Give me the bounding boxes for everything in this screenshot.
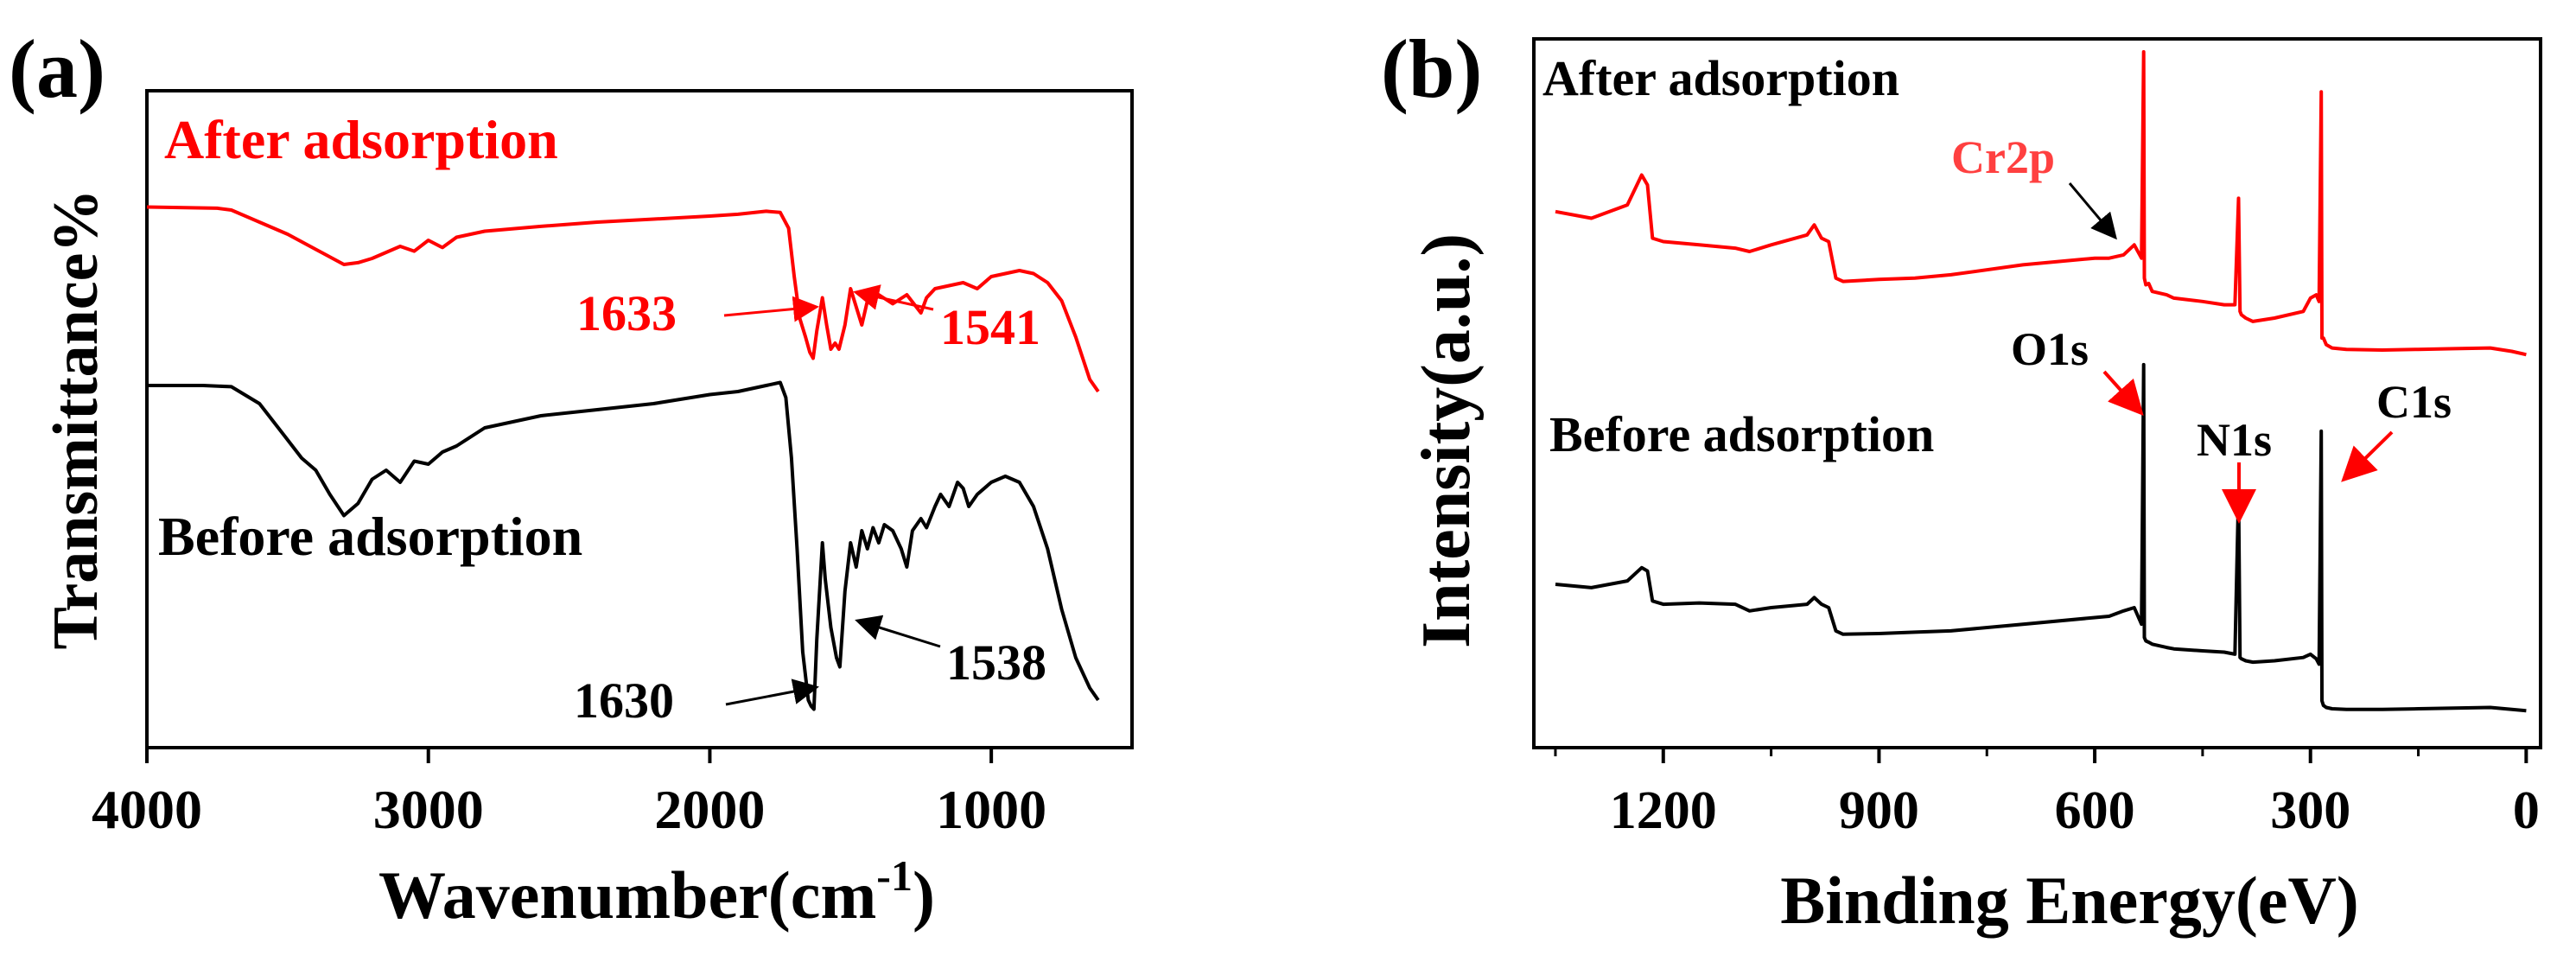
panel-b-x-axis-label: Binding Energy(eV)	[1780, 863, 2359, 938]
panel-a: 4000 3000 2000 1000 (a) Transmittance% Wave…	[9, 22, 1134, 933]
panel-b-legend-after: After adsorption	[1542, 50, 1899, 106]
panel-a-x-tick-label: 2000	[654, 779, 765, 840]
panel-b-arrow-c1s	[2341, 430, 2394, 482]
panel-b-label-cr2p: Cr2p	[1951, 131, 2055, 183]
panel-b-label-n1s: N1s	[2197, 414, 2272, 466]
panel-b-series-before-adsorption	[1555, 362, 2527, 713]
panel-b-arrow-o1s	[2102, 370, 2144, 416]
panel-b-arrow-cr2p	[2068, 182, 2117, 240]
panel-b-plot-frame	[1532, 37, 2542, 749]
panel-a-x-axis-label: Wavenumber(cm-1)	[378, 851, 935, 933]
panel-b-y-axis-label: Intensity(a.u.)	[1409, 233, 1485, 648]
panel-b-label: (b)	[1381, 22, 1482, 115]
panel-a-x-tick-label: 3000	[373, 779, 484, 840]
panel-a-peak-label-1538: 1538	[946, 634, 1046, 691]
panel-b-label-o1s: O1s	[2011, 323, 2089, 375]
panel-a-x-axis-label-superscript: -1	[876, 851, 913, 900]
panel-a-peak-label-1630: 1630	[574, 672, 674, 729]
panel-b-x-tick-label: 1200	[1610, 781, 1717, 840]
panel-a-arrow-1541	[853, 284, 934, 311]
panel-a-arrow-1630	[725, 678, 819, 706]
panel-b-legend-before: Before adsorption	[1549, 406, 1934, 462]
panel-a-arrow-1633	[723, 296, 819, 322]
panel-a-series-after-adsorption	[146, 205, 1100, 393]
panel-b-x-ticks: 1200 900 600 300 0	[1554, 748, 2540, 840]
panel-a-legend-after: After adsorption	[164, 109, 558, 170]
panel-a-peak-label-1633: 1633	[576, 285, 677, 341]
panel-b-x-tick-label: 900	[1839, 781, 1919, 840]
panel-b-x-tick-label: 300	[2270, 781, 2350, 840]
panel-a-label: (a)	[9, 22, 105, 115]
panel-b-series-after-adsorption	[1555, 50, 2527, 357]
panel-b-x-tick-label: 600	[2055, 781, 2135, 840]
panel-a-x-tick-label: 1000	[936, 779, 1046, 840]
panel-a-peak-label-1541: 1541	[940, 299, 1040, 355]
panel-b-label-c1s: C1s	[2376, 376, 2452, 428]
panel-b: 1200 900 600 300 0 (b) Intensity(a.u.) Bindi…	[1381, 22, 2542, 938]
panel-a-series-before-adsorption	[147, 380, 1100, 711]
panel-a-x-tick-label: 4000	[92, 779, 202, 840]
panel-b-x-tick-label: 0	[2513, 781, 2540, 840]
panel-a-x-ticks: 4000 3000 2000 1000	[92, 748, 1046, 840]
panel-a-arrow-1538	[855, 615, 941, 648]
panel-a-y-axis-label: Transmittance%	[41, 189, 111, 650]
panel-a-legend-before: Before adsorption	[158, 506, 582, 567]
panel-a-plot-frame	[145, 89, 1134, 749]
